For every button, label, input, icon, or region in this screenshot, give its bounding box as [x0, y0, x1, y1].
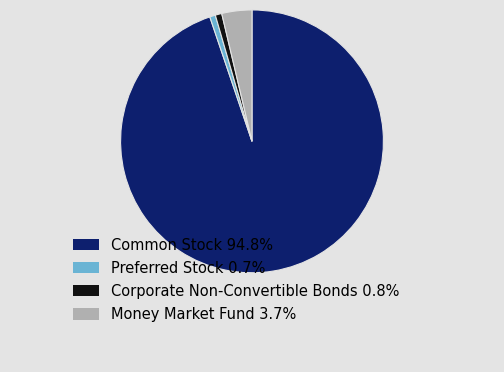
Wedge shape	[210, 15, 252, 141]
Wedge shape	[215, 13, 252, 141]
Legend: Common Stock 94.8%, Preferred Stock 0.7%, Corporate Non-Convertible Bonds 0.8%, : Common Stock 94.8%, Preferred Stock 0.7%…	[73, 238, 399, 322]
Wedge shape	[222, 10, 252, 141]
Wedge shape	[120, 10, 384, 273]
